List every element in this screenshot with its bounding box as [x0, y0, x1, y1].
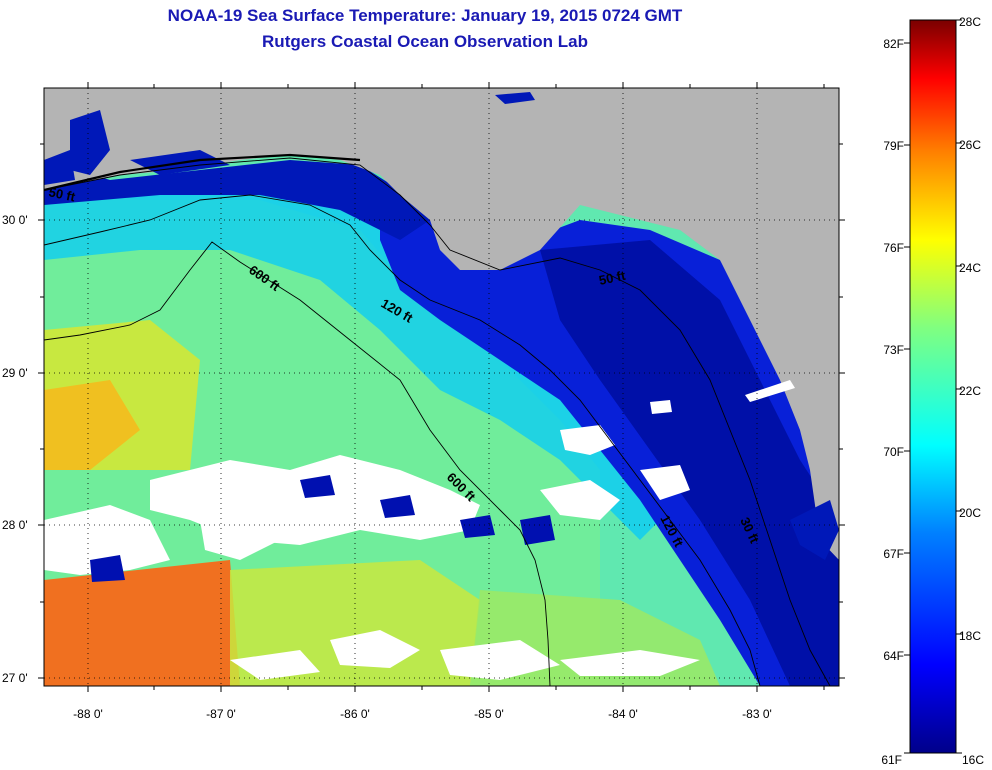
contour-label-50ft-west: 50 ft [47, 184, 77, 204]
fahrenheit-label: 61F [881, 753, 902, 767]
land-mass [44, 88, 839, 560]
colorbar [909, 19, 957, 754]
celsius-label: 20C [959, 506, 981, 520]
title-line-2: Rutgers Coastal Ocean Observation Lab [262, 32, 588, 51]
celsius-label: 26C [959, 138, 981, 152]
map-frame [43, 87, 840, 687]
lon-label: -86 0' [340, 707, 370, 721]
colorbar-celsius-labels: 28C 26C 24C 22C 20C 18C 16C [959, 15, 984, 767]
fahrenheit-label: 79F [883, 139, 904, 153]
contour-label-50ft-east: 50 ft [598, 268, 628, 288]
cold-patches [90, 475, 555, 582]
lat-label: 28 0' [2, 518, 28, 532]
warm-patch-west [44, 380, 140, 470]
fahrenheit-label: 67F [883, 547, 904, 561]
celsius-label: 16C [962, 753, 984, 767]
title-line-1: NOAA-19 Sea Surface Temperature: January… [167, 6, 683, 25]
bathymetry-contours [44, 157, 831, 686]
lat-label: 30 0' [2, 213, 28, 227]
lon-label: -84 0' [608, 707, 638, 721]
celsius-label: 24C [959, 261, 981, 275]
colorbar-ticks [904, 19, 962, 754]
cold-shelf-water [380, 180, 839, 686]
offshore-water [44, 180, 600, 686]
north-coastal-strip [44, 160, 430, 240]
celsius-label: 22C [959, 384, 981, 398]
latitude-labels: 30 0' 29 0' 28 0' 27 0' [2, 213, 28, 685]
tampa-bay [790, 500, 839, 560]
inland-lake [495, 92, 535, 104]
lon-label: -88 0' [73, 707, 103, 721]
fahrenheit-label: 64F [883, 649, 904, 663]
cold-shelf-inner [540, 240, 839, 686]
cloud-cover [44, 380, 795, 680]
mobile-bay [70, 110, 110, 175]
lat-label: 27 0' [2, 671, 28, 685]
coastline-contour [44, 153, 361, 192]
colorbar-fahrenheit-labels: 82F 79F 76F 73F 70F 67F 64F 61F [881, 37, 904, 767]
lon-label: -83 0' [742, 707, 772, 721]
warm-water-south [44, 560, 240, 686]
lat-label: 29 0' [2, 366, 28, 380]
celsius-label: 28C [959, 15, 981, 29]
fahrenheit-label: 70F [883, 445, 904, 459]
axis-ticks [38, 82, 845, 692]
bay-west [44, 150, 75, 185]
fahrenheit-label: 82F [883, 37, 904, 51]
fahrenheit-label: 73F [883, 343, 904, 357]
fahrenheit-label: 76F [883, 241, 904, 255]
lon-label: -85 0' [474, 707, 504, 721]
lon-label: -87 0' [206, 707, 236, 721]
celsius-label: 18C [959, 629, 981, 643]
longitude-labels: -88 0' -87 0' -86 0' -85 0' -84 0' -83 0… [73, 707, 772, 721]
map-image [44, 88, 839, 686]
